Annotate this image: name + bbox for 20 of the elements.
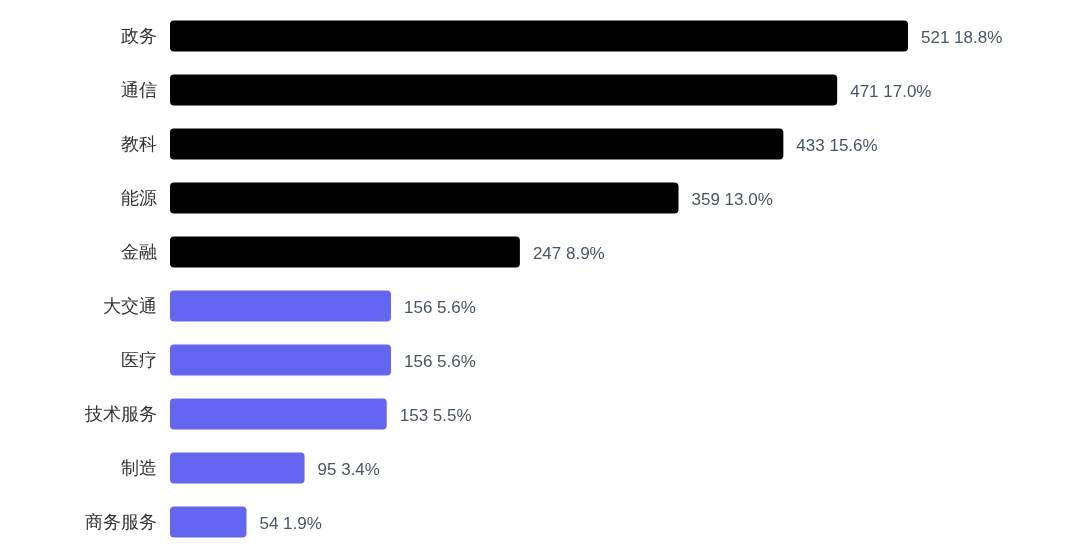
- y-tick-label: 政务: [121, 26, 157, 46]
- y-tick-label: 教科: [121, 134, 157, 154]
- data-label: 153 5.5%: [399, 405, 472, 425]
- y-tick-label: 通信: [121, 80, 157, 100]
- data-label: 156 5.6%: [403, 351, 476, 371]
- y-tick-label: 制造: [121, 458, 157, 478]
- y-tick-label: 金融: [121, 242, 157, 262]
- data-label: 156 5.6%: [403, 297, 476, 317]
- data-label: 471 17.0%: [850, 81, 932, 101]
- y-tick-label: 医疗: [121, 350, 157, 370]
- y-tick-label: 技术服务: [84, 404, 157, 424]
- data-label: 95 3.4%: [317, 459, 380, 479]
- y-tick-label: 大交通: [103, 296, 157, 316]
- data-label: 359 13.0%: [691, 189, 773, 209]
- y-tick-label: 商务服务: [85, 512, 157, 532]
- data-label: 247 8.9%: [532, 243, 605, 263]
- data-label: 54 1.9%: [259, 513, 322, 533]
- data-label: 433 15.6%: [796, 135, 878, 155]
- y-tick-label: 能源: [121, 188, 157, 208]
- data-label: 521 18.8%: [921, 27, 1003, 47]
